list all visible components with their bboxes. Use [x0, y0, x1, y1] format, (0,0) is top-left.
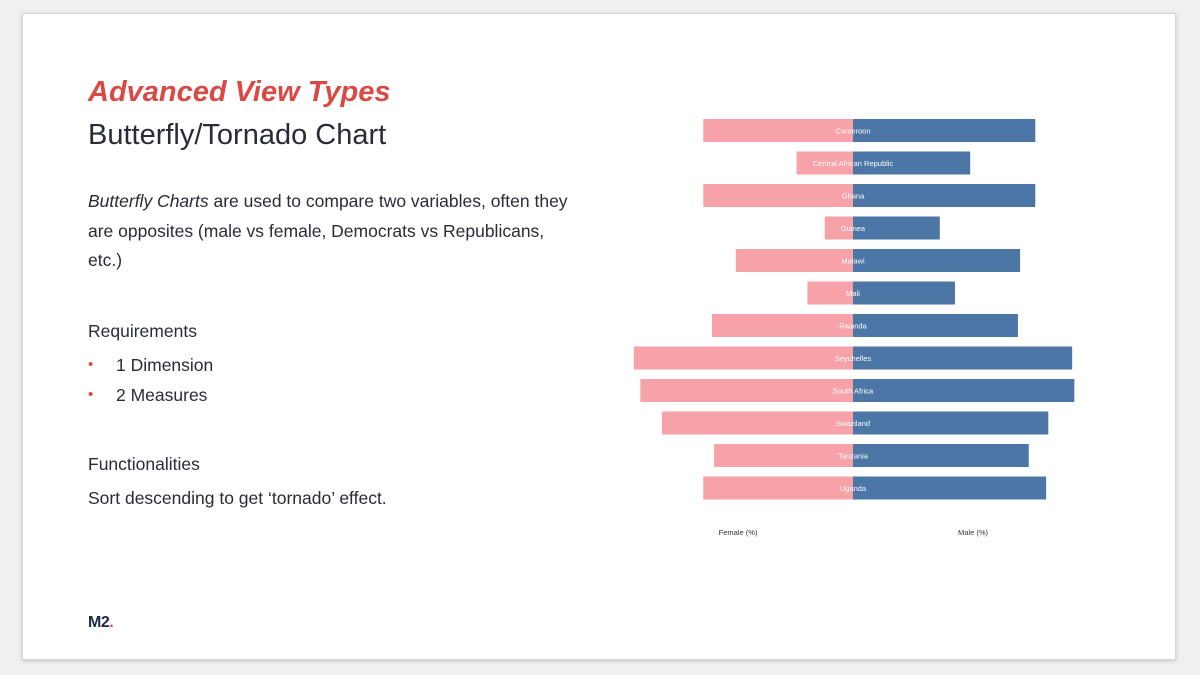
bullet-icon: • [88, 386, 94, 403]
category-label: Guinea [841, 224, 866, 233]
requirement-label: 2 Measures [116, 385, 208, 405]
male-axis-label: Male (%) [958, 528, 989, 537]
female-bar [711, 314, 853, 337]
description-emphasis: Butterfly Charts [88, 191, 209, 211]
category-label: Uganda [840, 484, 867, 493]
male-bar [853, 379, 1075, 402]
male-bar [853, 411, 1049, 435]
list-item: • 2 Measures [88, 380, 213, 410]
category-label: Cameroon [835, 127, 870, 136]
section-kicker: Advanced View Types [88, 76, 391, 108]
male-bar [853, 119, 1036, 142]
female-bar [640, 379, 853, 402]
requirements-heading: Requirements [88, 321, 197, 341]
list-item: • 1 Dimension [88, 350, 213, 380]
male-bar [853, 444, 1029, 467]
logo-text: M2 [88, 614, 110, 631]
female-bar [703, 184, 853, 207]
female-bar [824, 216, 853, 240]
male-bar [853, 281, 955, 305]
bullet-icon: • [88, 356, 94, 373]
female-axis-label: Female (%) [719, 528, 758, 537]
male-bar [853, 184, 1036, 207]
female-bar [633, 346, 853, 370]
functionalities-heading: Functionalities [88, 454, 200, 474]
requirement-label: 1 Dimension [116, 355, 214, 375]
category-label: Malawi [841, 257, 865, 266]
m2-logo: M2. [88, 614, 114, 632]
male-bar [853, 314, 1018, 337]
category-label: Rwanda [839, 322, 867, 331]
male-bar [853, 476, 1047, 500]
category-label: Central African Republic [813, 159, 894, 168]
category-label: Ghana [842, 192, 865, 201]
butterfly-chart: Cameroon Central African Republic Ghana Gui… [633, 119, 1075, 537]
functionalities-text: Sort descending to get ‘tornado’ effect. [88, 488, 387, 508]
description: Butterfly Charts are used to compare two… [88, 187, 568, 276]
logo-dot: . [109, 614, 114, 631]
slide-title: Butterfly/Tornado Chart [88, 119, 387, 151]
female-bar [714, 444, 853, 467]
male-bar [853, 249, 1021, 272]
female-bar [703, 119, 853, 142]
female-bar [703, 476, 853, 500]
female-bar [796, 151, 853, 175]
male-bar [853, 151, 971, 175]
description-text: are used to compare two variables, often… [88, 191, 568, 270]
category-label: Tanzania [838, 452, 869, 461]
category-label: Seychelles [835, 354, 872, 363]
slide: Advanced View Types Butterfly/Tornado Ch… [22, 13, 1176, 660]
category-label: South Africa [833, 387, 874, 396]
category-label: Swaziland [836, 419, 870, 428]
requirements-list: • 1 Dimension • 2 Measures [88, 350, 213, 410]
female-bar [807, 281, 853, 305]
male-bar [853, 346, 1073, 370]
male-bar [853, 216, 940, 240]
category-label: Mali [846, 289, 860, 298]
female-bar [662, 411, 853, 435]
female-bar [735, 249, 853, 272]
